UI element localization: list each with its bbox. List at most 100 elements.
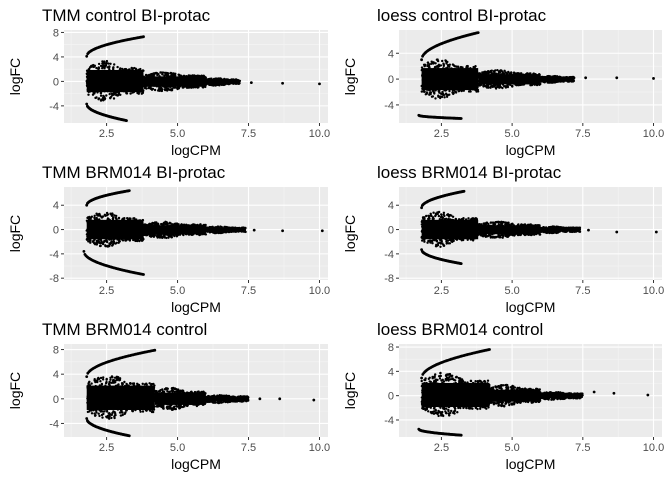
- data-point: [174, 72, 177, 76]
- data-point: [474, 217, 478, 220]
- data-point: [104, 64, 108, 67]
- data-point: [498, 221, 501, 224]
- data-point: [446, 63, 450, 67]
- panel-title: loess control BI-protac: [377, 6, 547, 25]
- data-point: [99, 244, 102, 248]
- data-point-core: [205, 79, 240, 84]
- data-point: [434, 62, 437, 65]
- x-tick-label: 7.5: [241, 128, 256, 140]
- data-point: [437, 214, 441, 218]
- data-point: [99, 64, 103, 68]
- data-point: [489, 221, 492, 224]
- data-point: [125, 92, 129, 95]
- data-point: [163, 71, 167, 75]
- data-point: [106, 213, 110, 216]
- y-axis-title: logFC: [7, 58, 23, 95]
- data-point: [454, 91, 458, 94]
- y-tick-label: 8: [53, 27, 59, 39]
- data-point: [222, 83, 226, 87]
- data-point: [112, 66, 115, 70]
- data-point: [161, 73, 164, 76]
- data-point: [511, 85, 514, 88]
- data-point: [467, 217, 470, 220]
- data-point: [103, 60, 106, 63]
- data-point: [140, 239, 144, 242]
- outlier-point: [281, 229, 284, 233]
- data-point: [100, 240, 103, 243]
- data-point: [153, 221, 157, 224]
- data-point: [507, 221, 510, 224]
- x-tick-label: 7.5: [241, 285, 256, 297]
- data-point: [112, 93, 116, 96]
- data-point: [154, 71, 157, 75]
- data-point: [93, 242, 96, 245]
- y-tick-label: 0: [388, 74, 394, 86]
- data-point: [446, 93, 450, 97]
- data-point: [170, 89, 174, 92]
- y-axis-title: logFC: [7, 215, 23, 252]
- x-tick-label: 5.0: [170, 285, 185, 297]
- data-point: [441, 242, 444, 245]
- data-point: [425, 214, 428, 218]
- data-point: [425, 92, 428, 95]
- lower-arc-point: [125, 119, 128, 122]
- x-axis-title: logCPM: [506, 142, 556, 158]
- y-tick-label: 0: [53, 225, 59, 237]
- data-point: [493, 223, 497, 226]
- data-point: [114, 242, 117, 245]
- data-point: [475, 90, 478, 93]
- data-point-core: [421, 68, 479, 91]
- data-point: [436, 212, 439, 216]
- panel-title: TMM BRM014 BI-protac: [42, 163, 226, 182]
- y-tick-label: -4: [49, 101, 59, 113]
- data-point: [442, 64, 445, 68]
- data-point: [452, 92, 455, 96]
- data-point: [110, 214, 114, 217]
- data-point: [484, 234, 487, 237]
- data-point: [159, 71, 162, 74]
- data-point: [97, 62, 101, 66]
- data-point: [208, 77, 212, 81]
- data-point: [145, 233, 149, 237]
- upper-arc-point: [420, 58, 423, 62]
- data-point: [437, 65, 440, 68]
- data-point: [437, 242, 440, 245]
- data-point: [172, 73, 175, 76]
- data-point-core: [540, 77, 575, 82]
- data-point: [107, 66, 111, 70]
- data-point: [164, 222, 167, 226]
- data-point: [129, 92, 132, 95]
- data-point: [224, 225, 227, 229]
- data-point: [102, 64, 105, 67]
- outlier-point: [584, 76, 588, 80]
- data-point: [429, 214, 433, 217]
- data-point: [429, 91, 433, 94]
- data-point: [116, 94, 120, 97]
- data-point: [482, 222, 485, 225]
- data-point: [432, 90, 435, 93]
- data-point-core: [143, 76, 206, 87]
- data-point-core: [478, 74, 541, 85]
- data-point: [97, 67, 100, 71]
- data-point: [504, 85, 507, 88]
- data-point: [103, 213, 107, 216]
- data-point: [89, 65, 93, 68]
- data-point: [208, 83, 211, 87]
- data-point: [117, 217, 121, 220]
- data-point: [144, 73, 148, 77]
- data-point: [555, 75, 559, 78]
- data-point: [443, 214, 446, 218]
- data-point: [86, 216, 89, 220]
- data-point: [165, 88, 168, 92]
- data-point: [111, 244, 114, 247]
- data-point: [174, 74, 177, 77]
- upper-arc-point: [476, 31, 480, 34]
- data-point: [168, 222, 171, 225]
- outlier-point: [320, 229, 324, 233]
- data-point: [462, 217, 465, 220]
- data-point: [482, 234, 485, 237]
- data-point: [474, 65, 477, 68]
